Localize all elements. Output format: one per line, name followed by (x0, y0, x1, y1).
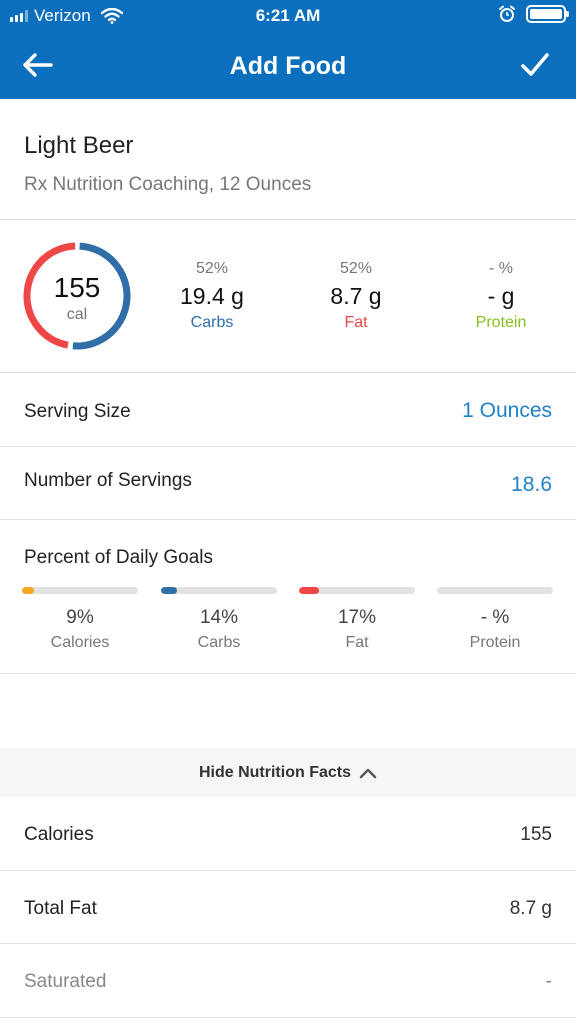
carrier-label: Verizon (34, 6, 91, 25)
goal-progress-fill (22, 587, 34, 594)
macro-percent: 52% (195, 260, 229, 277)
food-name: Light Beer (24, 132, 134, 159)
goal-label: Calories (50, 634, 110, 651)
back-arrow-icon[interactable] (20, 50, 54, 80)
alarm-icon (499, 5, 515, 22)
servings-value[interactable]: 18.6 (511, 473, 552, 496)
goal-progress-bar (161, 587, 277, 594)
nutrition-label: Total Fat (24, 898, 97, 919)
status-right (498, 5, 569, 23)
ring-segment-carbs (23, 242, 131, 350)
macro-percent: - % (489, 260, 513, 277)
macro-label: Fat (344, 314, 368, 331)
hide-nutrition-facts-button[interactable]: Hide Nutrition Facts (0, 748, 576, 797)
page-title: Add Food (229, 52, 347, 80)
macro-fat: 52% 8.7 g Fat (286, 260, 426, 332)
food-header: Light Beer Rx Nutrition Coaching, 12 Oun… (0, 99, 576, 220)
goal-percent: - % (480, 607, 510, 628)
macro-amount: 19.4 g (180, 283, 244, 309)
calorie-unit: cal (66, 306, 88, 323)
goal-label: Carbs (197, 634, 241, 651)
carrier-group: Verizon (10, 6, 123, 26)
food-subtitle: Rx Nutrition Coaching, 12 Ounces (24, 174, 312, 195)
goal-percent: 9% (66, 607, 94, 628)
status-time: 6:21 AM (255, 6, 321, 25)
calorie-value: 155 (53, 272, 101, 303)
signal-icon (10, 10, 28, 22)
nutrition-value: 155 (520, 824, 552, 845)
app-header: Verizon 6:21 AM Add Food (0, 0, 576, 99)
macro-summary: 155 cal 52% 19.4 g Carbs 52% 8.7 g Fat -… (0, 220, 576, 373)
serving-size-value[interactable]: 1 Ounces (462, 399, 552, 422)
goal-fat: 17% Fat (299, 587, 415, 652)
nutrition-value: - (545, 971, 552, 992)
macro-label: Protein (475, 314, 527, 331)
checkmark-icon[interactable] (520, 50, 550, 80)
daily-goals-title: Percent of Daily Goals (24, 547, 214, 568)
macro-percent: 52% (339, 260, 373, 277)
goal-label: Protein (469, 634, 521, 651)
goal-progress-bar (437, 587, 553, 594)
serving-size-row[interactable]: Serving Size 1 Ounces (0, 373, 576, 447)
macro-amount: 8.7 g (330, 283, 382, 309)
wifi-icon (100, 8, 123, 24)
servings-label: Number of Servings (24, 470, 192, 491)
hide-nutrition-facts-label: Hide Nutrition Facts (198, 763, 351, 781)
nutrition-label: Saturated (24, 971, 107, 992)
goal-percent: 17% (337, 607, 377, 628)
nutrition-label: Calories (24, 824, 94, 845)
macro-carbs: 52% 19.4 g Carbs (142, 260, 282, 332)
nutrition-row-saturated: Saturated - (0, 944, 576, 1018)
nutrition-value: 8.7 g (509, 898, 552, 919)
macro-amount: - g (487, 283, 515, 309)
status-bar: Verizon 6:21 AM (0, 0, 576, 34)
chevron-up-icon (359, 768, 377, 778)
servings-row[interactable]: Number of Servings 18.6 (0, 447, 576, 520)
calorie-ring (23, 242, 131, 350)
daily-goals: Percent of Daily Goals 9% Calories 14% C… (0, 520, 576, 674)
goal-progress-bar (22, 587, 138, 594)
goal-carbs: 14% Carbs (161, 587, 277, 652)
macro-protein: - % - g Protein (431, 260, 571, 332)
goal-protein: - % Protein (437, 587, 553, 652)
nutrition-row-total-fat: Total Fat 8.7 g (0, 871, 576, 944)
battery-icon (526, 5, 569, 23)
serving-size-label: Serving Size (24, 401, 131, 422)
goal-progress-fill (161, 587, 178, 594)
goal-percent: 14% (199, 607, 239, 628)
goal-calories: 9% Calories (22, 587, 138, 652)
goal-progress-bar (299, 587, 415, 594)
nav-row: Add Food (0, 34, 576, 98)
nutrition-row-calories: Calories 155 (0, 797, 576, 871)
goal-progress-fill (299, 587, 319, 594)
ring-segment-fat (23, 242, 131, 350)
macro-label: Carbs (190, 314, 234, 331)
goal-label: Fat (345, 634, 369, 651)
